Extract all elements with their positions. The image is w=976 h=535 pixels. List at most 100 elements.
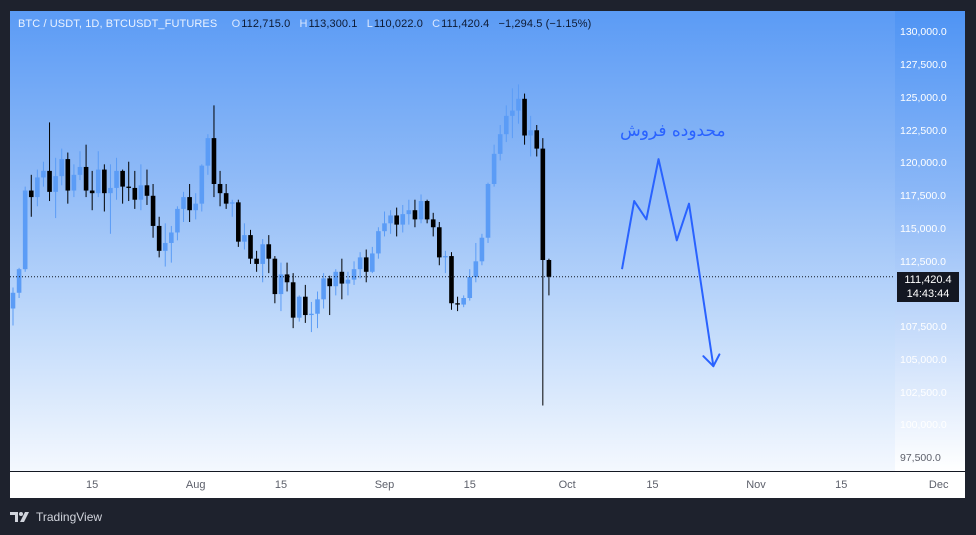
candle-body [35,177,40,198]
price-tick-label: 100,000.0 [900,419,947,432]
candlestick-chart [10,84,965,472]
candle-body [455,303,460,305]
candle-body [473,261,479,278]
candle-body [65,159,71,191]
time-tick-label: 15 [646,479,659,491]
candle-body [443,256,448,258]
time-tick-label: Dec [928,479,949,491]
candle-body [126,186,132,188]
candle-body [181,197,186,209]
candle-body [376,231,381,254]
forecast-path [621,158,715,367]
candle-body [199,165,205,204]
candle-body [284,274,290,283]
candle-body [357,257,363,270]
time-tick-label: Nov [746,479,766,491]
candle-body [497,134,503,154]
candle-body [77,166,83,175]
symbol-legend: BTC / USDT, 1D, BTCUSDT_FUTURES O112,715… [18,18,591,30]
price-axis[interactable] [895,11,965,471]
candle-body [138,185,144,200]
candle-body [351,269,357,280]
low-value: 110,022.0 [373,18,423,30]
candle-body [437,227,442,258]
candle-body [114,170,119,188]
low-label: L [366,18,373,30]
candle-body [47,170,52,192]
time-tick-label: Oct [558,479,576,491]
price-tick-label: 117,500.0 [900,190,946,203]
candle-body [522,98,527,136]
price-tick-label: 115,000.0 [900,222,946,235]
candle-body [95,169,101,194]
candle-body [169,232,174,243]
candle-body [278,274,284,295]
candle-body [205,138,211,166]
candle-body [516,98,521,111]
candle-body [418,201,424,220]
candle-body [108,187,113,194]
price-tick-label: 130,000.0 [900,26,947,39]
countdown-value: 14:43:44 [906,288,950,300]
candle-body [461,298,466,305]
price-tick-label: 107,500.0 [900,321,947,334]
candle-body [449,256,454,304]
candle-body [248,235,253,259]
candle-body [53,176,58,192]
price-tick-label: 122,500.0 [900,124,947,137]
candle-body [412,210,418,220]
candle-body [491,153,497,184]
candle-body [528,130,533,136]
arrowhead-right [712,353,721,368]
time-tick-label: 15 [835,479,848,491]
candle-body [345,279,351,284]
open-label: O [231,18,241,30]
candle-body [41,170,46,178]
candle-body [211,138,217,184]
candle-body [510,110,515,116]
time-tick-label: 15 [86,479,99,491]
candle-body [485,183,491,238]
last-price-tag: 111,420.4 14:43:44 [897,272,959,302]
candle-body [467,277,473,299]
candle-body [266,244,272,259]
candle-body [321,278,326,300]
candle-body [479,237,485,262]
candle-body [217,183,223,194]
candle-body [59,159,65,177]
candle-body [327,278,332,287]
candle-body [333,271,339,287]
price-tick-label: 120,000.0 [900,157,947,170]
candle-body [120,170,125,187]
last-price-value: 111,420.4 [904,274,952,286]
symbol-title[interactable]: BTC / USDT, 1D, BTCUSDT_FUTURES [18,18,218,30]
candle-body [187,197,192,211]
candle-body [406,210,412,215]
close-value: 111,420.4 [441,18,490,30]
candle-body [254,258,259,264]
candle-body [223,193,229,204]
time-tick-label: 15 [463,479,476,491]
candle-body [400,214,406,225]
candle-body [534,130,540,149]
sell-zone-annotation[interactable]: محدوده فروش [620,121,726,141]
candle-body [296,296,302,318]
chart-panel[interactable]: BTC / USDT, 1D, BTCUSDT_FUTURES O112,715… [10,11,965,498]
price-tick-label: 105,000.0 [900,353,947,366]
time-tick-label: Sep [374,479,395,491]
candle-body [156,225,162,251]
time-tick-label: Aug [185,479,206,491]
tradingview-label: TradingView [36,510,103,524]
candle-body [193,203,198,211]
candle-body [83,166,89,191]
candle-body [132,187,138,200]
tradingview-brand[interactable]: TradingView [10,510,102,524]
candle-body [424,201,430,220]
change-value: −1,294.5 (−1.15%) [498,18,592,30]
candle-body [394,215,399,225]
close-label: C [432,18,441,30]
candle-body [162,242,168,251]
candle-body [546,260,552,277]
tradingview-logo-icon [10,512,29,522]
candle-body [260,244,265,264]
